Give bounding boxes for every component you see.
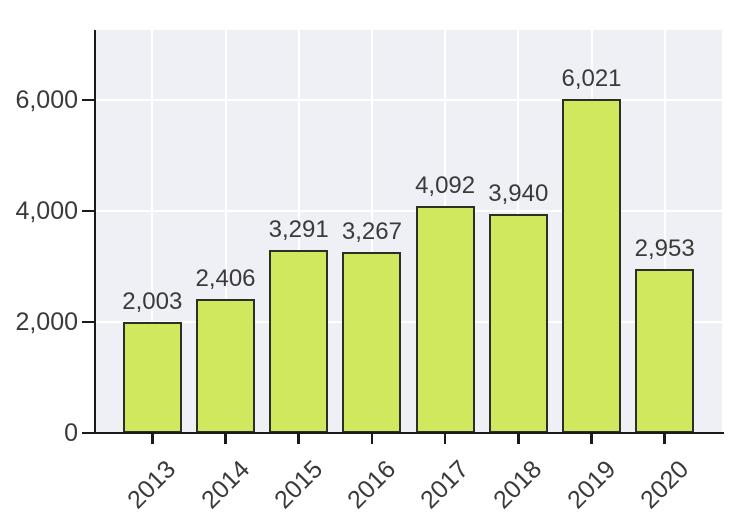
bar-2016: [342, 251, 402, 433]
bar-value-label: 4,092: [415, 171, 476, 199]
y-axis-spine: [93, 30, 96, 433]
x-axis-tick: [590, 434, 593, 444]
y-axis-tick-label: 0: [64, 419, 78, 447]
x-axis-tick-label: 2020: [634, 455, 694, 515]
gridline-vertical: [297, 30, 300, 433]
y-axis-tick-label: 6,000: [15, 85, 78, 114]
x-axis-tick: [151, 434, 154, 444]
x-axis-tick: [443, 434, 447, 444]
bar-value-label: 3,267: [341, 217, 402, 245]
gridline-horizontal: [95, 320, 722, 323]
x-axis-tick-label: 2018: [488, 455, 548, 515]
bar-2014: [196, 299, 255, 433]
bar-2019: [562, 98, 621, 433]
bar-2013: [122, 321, 182, 433]
x-axis-tick-label: 2016: [341, 455, 402, 515]
gridline-vertical: [151, 30, 154, 433]
y-axis-tick-label: 2,000: [15, 307, 78, 336]
gridline-horizontal: [95, 98, 722, 101]
y-axis-tick: [82, 320, 94, 324]
gridline-vertical: [663, 30, 666, 433]
y-axis-tick: [82, 209, 94, 213]
x-axis-tick-label: 2019: [561, 455, 621, 515]
bar-2018: [488, 214, 548, 433]
bar-value-label: 6,021: [561, 64, 622, 92]
x-axis-tick-label: 2017: [415, 455, 475, 515]
x-axis-tick: [663, 434, 666, 444]
gridline-horizontal: [95, 209, 722, 212]
bar-value-label: 2,953: [634, 235, 695, 263]
x-axis-tick-label: 2014: [195, 455, 255, 515]
bar-value-label: 2,406: [195, 265, 256, 293]
x-axis-tick: [297, 434, 300, 444]
bar-2020: [635, 269, 695, 433]
x-axis-tick: [224, 434, 227, 444]
x-axis-tick: [517, 434, 520, 444]
bar-value-label: 3,940: [488, 180, 549, 208]
y-axis-tick: [82, 431, 94, 435]
x-axis-tick-label: 2013: [122, 455, 182, 515]
gridline-vertical: [370, 30, 373, 433]
gridline-vertical: [224, 30, 227, 433]
plot-area: 2,003 2,406 3,291 3,267 4,092 3,940 6,021 2,953: [95, 30, 722, 433]
bar-2015: [269, 250, 329, 433]
y-axis-tick: [82, 98, 94, 102]
bar-2017: [415, 205, 475, 433]
y-axis-tick-label: 4,000: [15, 196, 78, 225]
x-axis-tick: [370, 434, 374, 444]
bar-value-label: 3,291: [268, 216, 329, 244]
x-axis-spine: [93, 431, 724, 434]
x-axis-tick-label: 2015: [268, 455, 328, 515]
bar-value-label: 2,003: [122, 287, 183, 315]
